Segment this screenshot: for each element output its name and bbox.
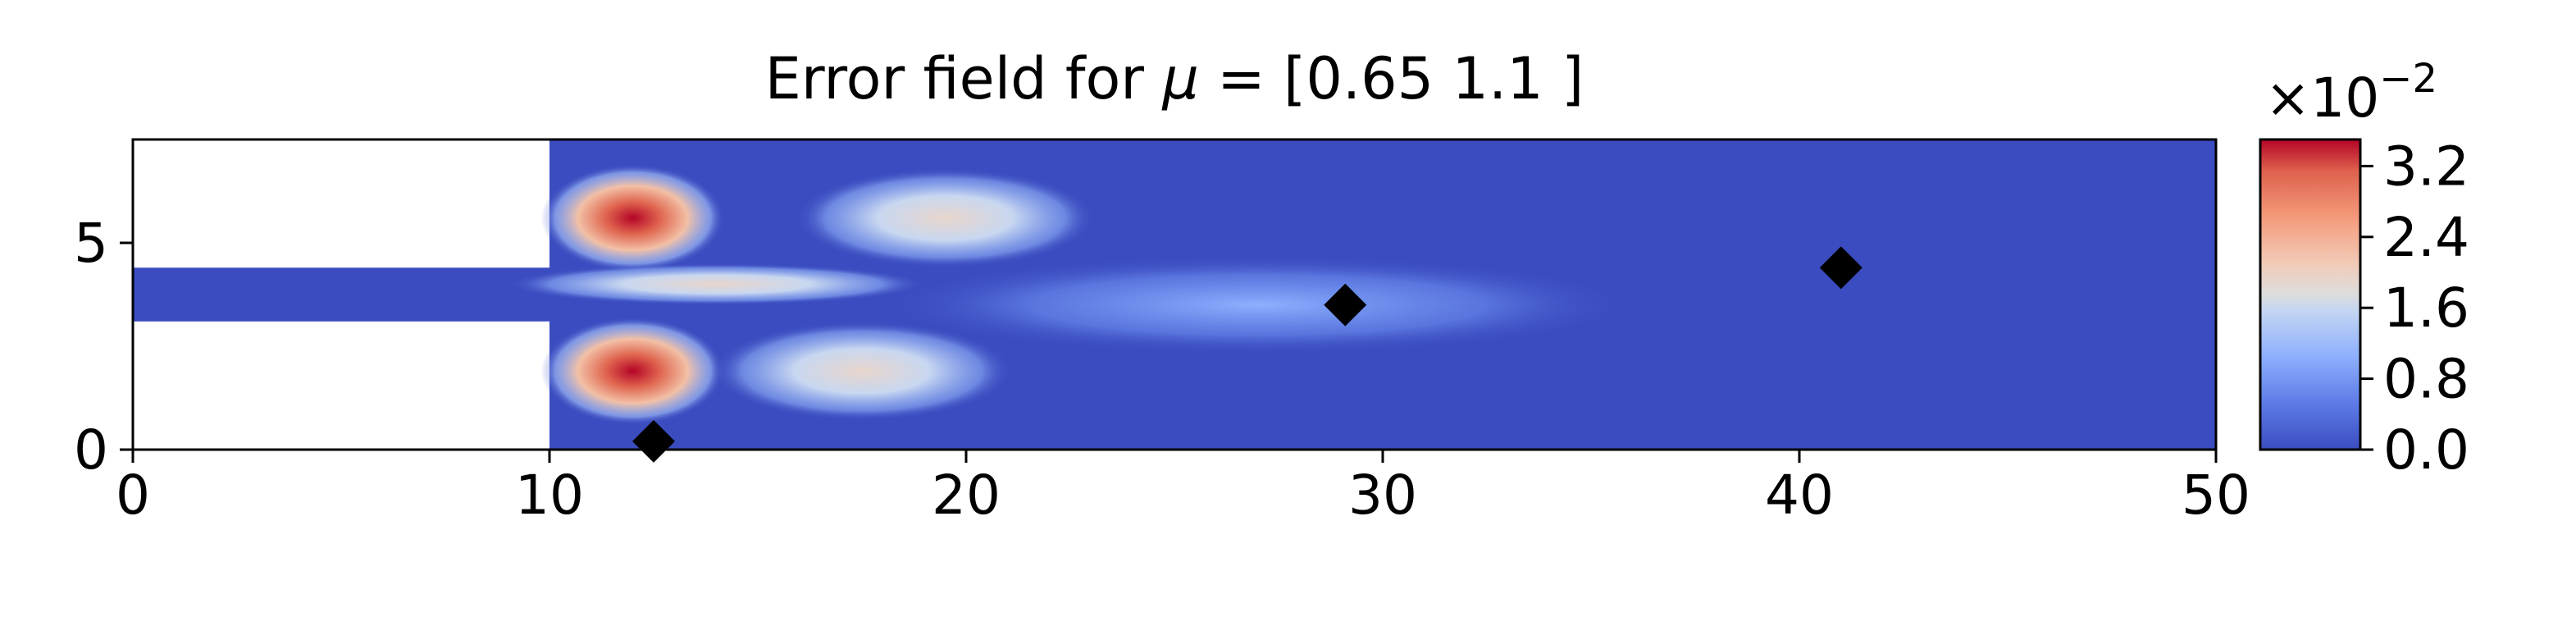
probe-marker-0: [632, 419, 675, 463]
colorbar-tick-label-0: 0.0: [2383, 418, 2469, 482]
probe-markers: [632, 246, 1862, 463]
colorbar-tick-label-3: 2.4: [2383, 206, 2469, 269]
x-tick-label-3: 30: [1348, 464, 1417, 527]
probe-marker-2: [1819, 246, 1862, 290]
plot-frame: [131, 138, 2218, 451]
probe-marker-1: [1324, 283, 1367, 327]
x-tick-label-2: 20: [932, 464, 1001, 527]
colorbar-tick-label-2: 1.6: [2383, 277, 2469, 340]
chart-title: Error field for μ = [0.65 1.1 ]: [765, 45, 1584, 112]
x-tick-label-4: 40: [1765, 464, 1834, 527]
x-tick-label-5: 50: [2182, 464, 2250, 527]
error-hotspot-2: [795, 168, 1096, 268]
colorbar-ticks: 0.0 0.8 1.6 2.4 3.2: [2360, 135, 2469, 482]
x-tick-label-0: 0: [116, 464, 150, 527]
chart-title-prefix: Error field for: [765, 45, 1163, 112]
chart-title-suffix: = [0.65 1.1 ]: [1199, 45, 1584, 112]
error-hotspot-5: [882, 255, 1633, 355]
x-tick-label-1: 10: [515, 464, 584, 527]
y-tick-label-1: 5: [74, 212, 108, 275]
error-field: [133, 139, 2216, 450]
colorbar: [2259, 138, 2362, 451]
error-hotspot-1: [540, 317, 725, 425]
y-tick-label-0: 0: [74, 418, 108, 482]
error-hotspot-0: [540, 164, 725, 272]
inlet-channel: [133, 267, 549, 322]
colorbar-tick-label-4: 3.2: [2383, 135, 2469, 198]
y-axis: 05: [74, 212, 133, 482]
error-hotspot-4: [508, 263, 925, 305]
colorbar-tick-label-1: 0.8: [2383, 348, 2469, 411]
error-hotspot-3: [712, 321, 1012, 421]
colorbar-exponent-base: ×10: [2265, 66, 2379, 130]
x-axis: 0 10 20 30 40 50: [116, 450, 2250, 527]
colorbar-exponent-power: −2: [2379, 56, 2437, 102]
chart-title-symbol: μ: [1161, 45, 1199, 112]
colorbar-exponent: ×10−2: [2265, 56, 2437, 130]
